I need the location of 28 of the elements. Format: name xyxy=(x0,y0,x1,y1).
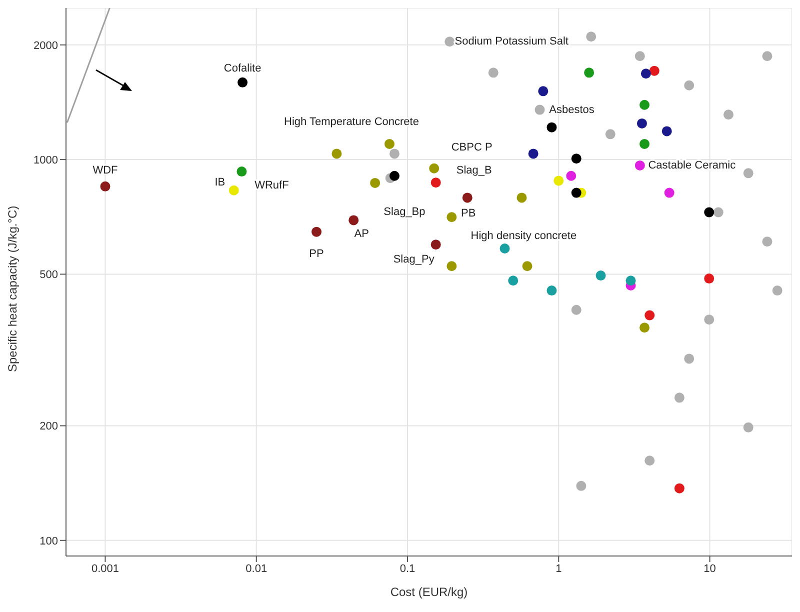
x-tick-label: 10 xyxy=(704,562,716,575)
annotation: Cofalite xyxy=(224,62,262,74)
annotation: Castable Ceramic xyxy=(648,159,736,172)
annotation: Slag_Bp xyxy=(384,206,426,218)
y-axis-title: Specific heat capacity (J/kg.°C) xyxy=(5,206,20,372)
annotation: IB xyxy=(214,176,226,188)
x-tick-label: 0.01 xyxy=(246,562,268,575)
annotation: Slag_Py xyxy=(393,254,435,266)
annotation: CBPC P xyxy=(451,142,492,154)
y-tick-label: 2000 xyxy=(34,40,58,52)
annotation: WDF xyxy=(92,164,118,176)
y-tick-label: 1000 xyxy=(34,154,58,166)
y-tick-label: 200 xyxy=(40,420,58,433)
annotation: PB xyxy=(461,208,476,220)
annotation: High Temperature Concrete xyxy=(284,116,419,128)
annotation: AP xyxy=(354,228,369,240)
annotation: Asbestos xyxy=(549,104,595,116)
y-tick-label: 500 xyxy=(40,269,58,282)
x-tick-label: 0.1 xyxy=(400,562,416,575)
x-tick-label: 0.001 xyxy=(91,562,120,575)
annotation: High density concrete xyxy=(470,230,577,242)
x-axis-title: Cost (EUR/kg) xyxy=(390,585,468,599)
y-tick-label: 100 xyxy=(40,535,58,548)
annotation: Sodium Potassium Salt xyxy=(454,36,568,48)
x-tick-label: 1 xyxy=(556,562,562,575)
annotation: PP xyxy=(309,248,324,260)
annotation: WRufF xyxy=(254,180,290,192)
annotation: Slag_B xyxy=(456,164,492,176)
